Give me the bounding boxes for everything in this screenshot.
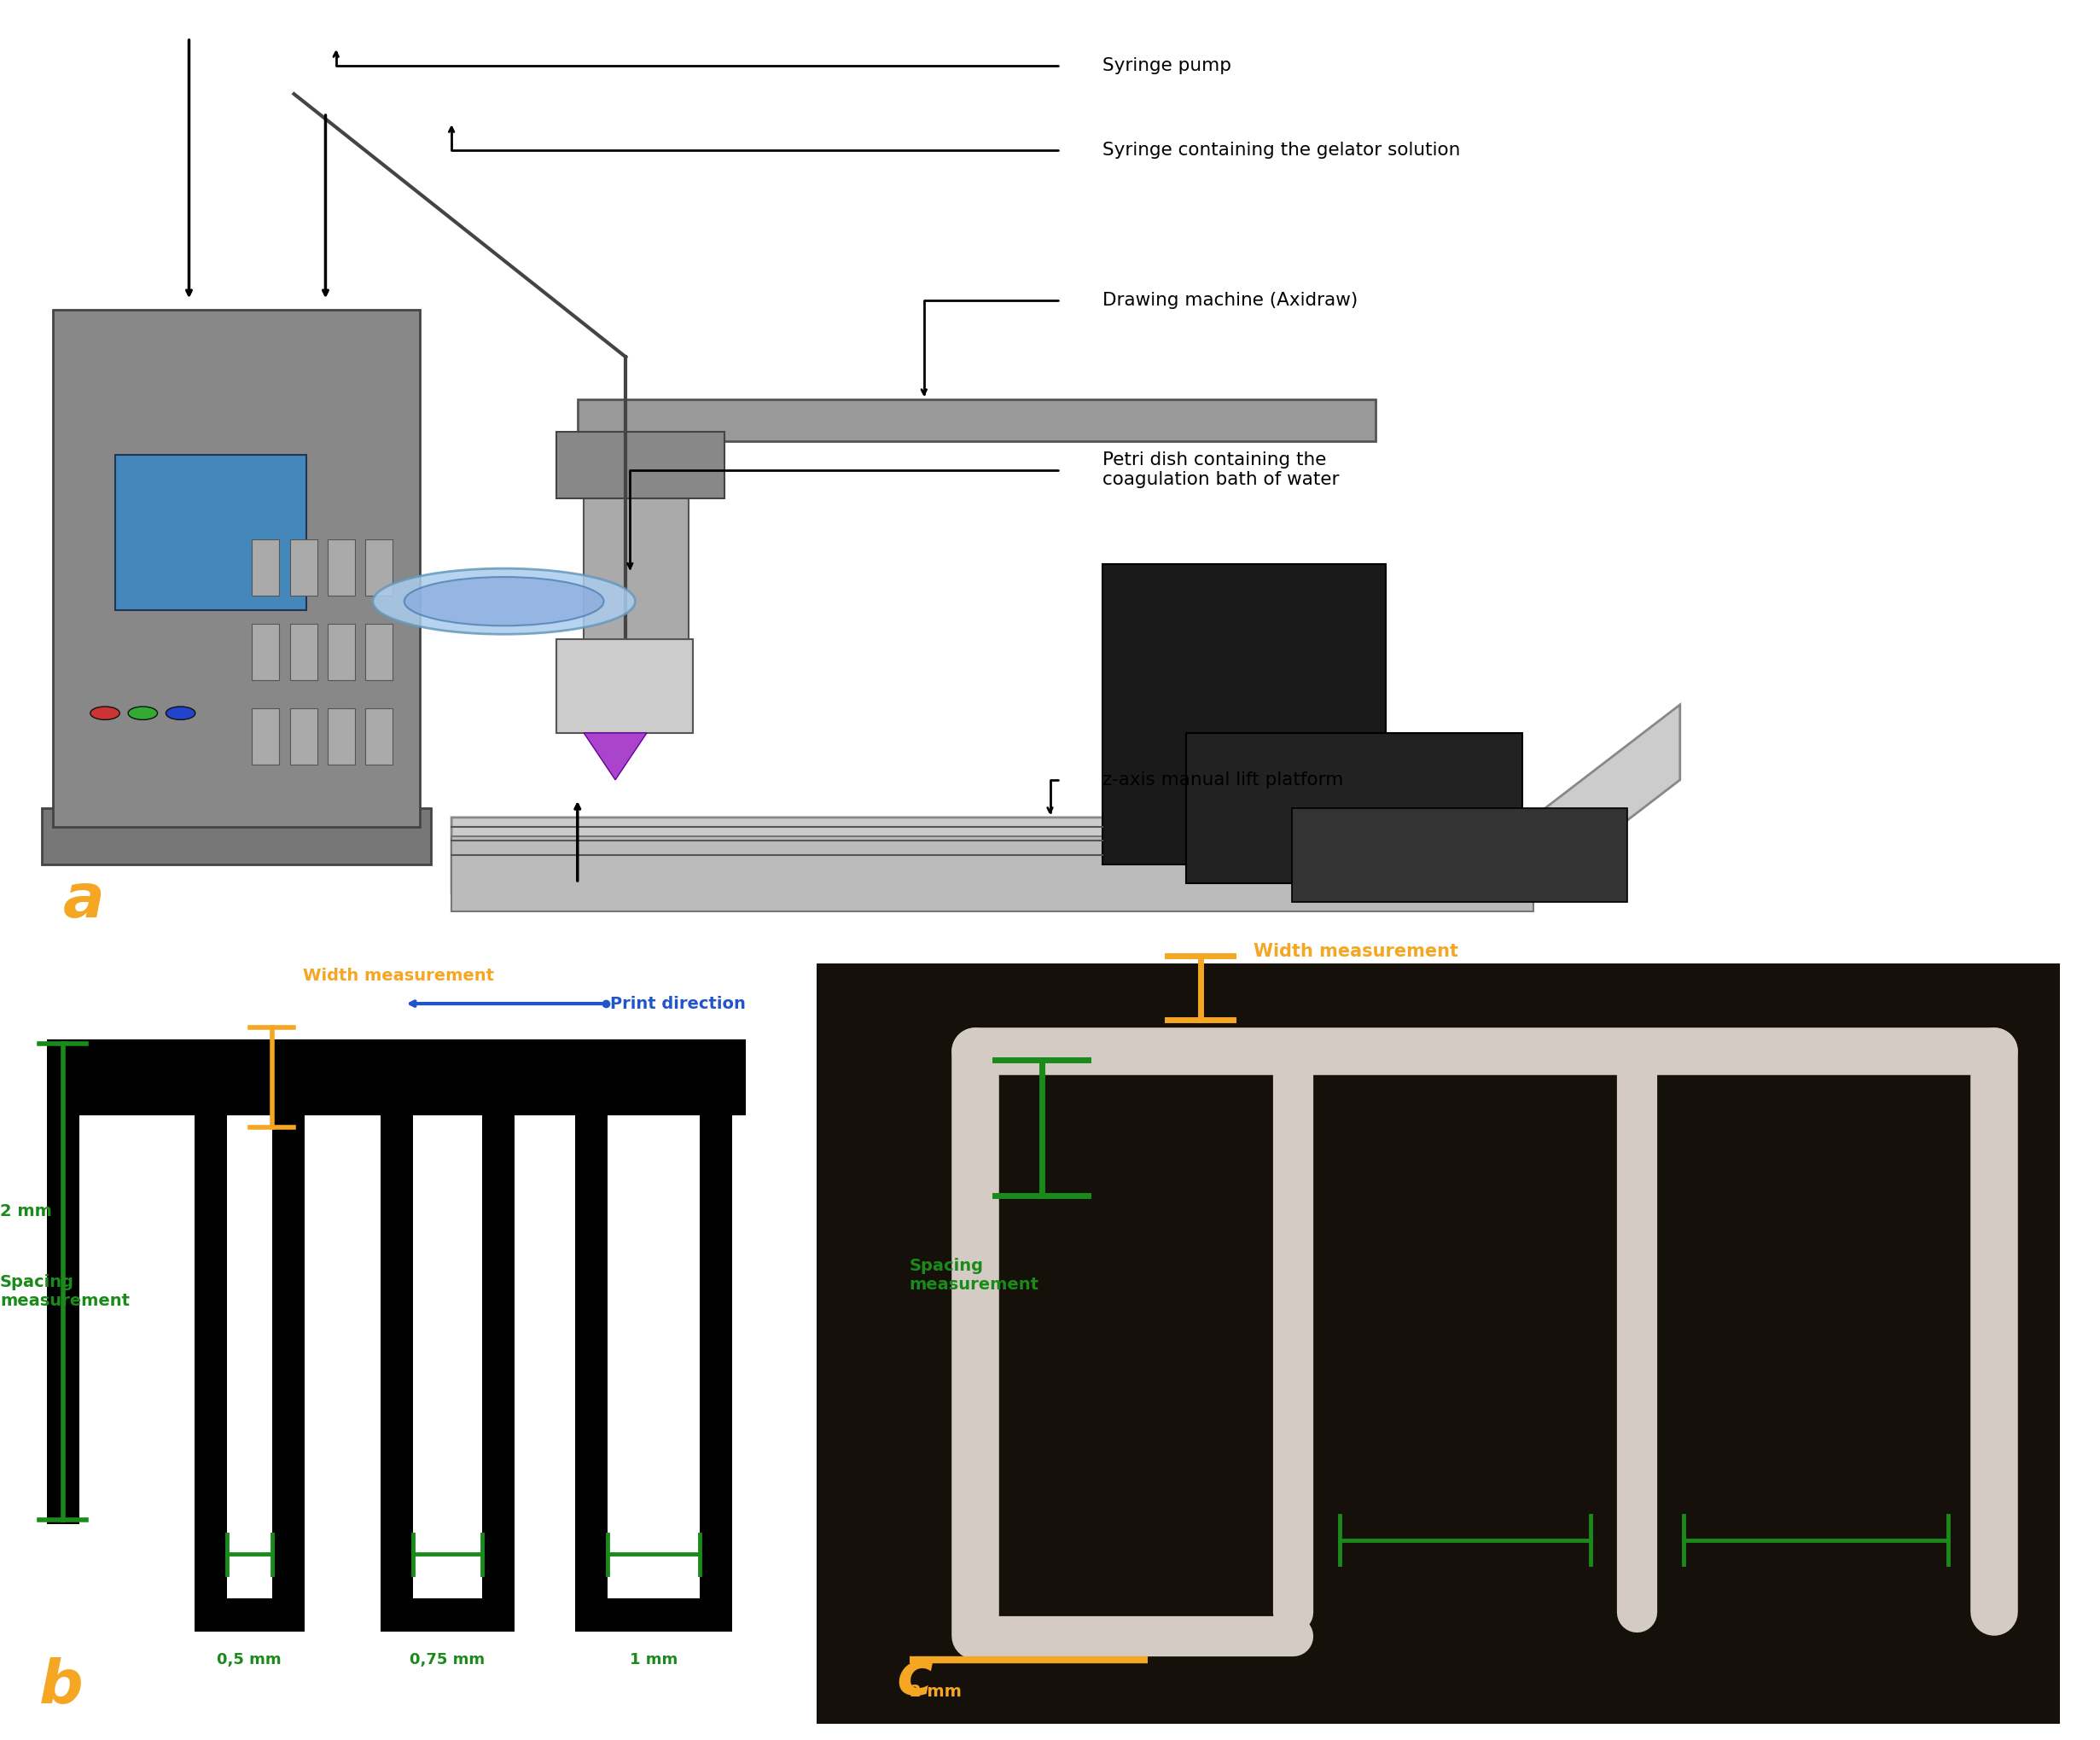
Text: 0,75 mm: 0,75 mm — [410, 1651, 485, 1667]
Bar — [699, 1115, 733, 1599]
FancyBboxPatch shape — [557, 639, 693, 733]
Ellipse shape — [403, 578, 605, 626]
FancyBboxPatch shape — [328, 539, 355, 595]
Text: Spacing
measurement: Spacing measurement — [0, 1274, 130, 1308]
Bar — [575, 1115, 607, 1599]
FancyBboxPatch shape — [452, 837, 1533, 912]
Bar — [481, 1115, 515, 1599]
Polygon shape — [1292, 807, 1628, 901]
Circle shape — [128, 706, 158, 720]
FancyBboxPatch shape — [584, 432, 689, 658]
Text: Width measurement: Width measurement — [1254, 943, 1457, 960]
Text: z-axis manual lift platform: z-axis manual lift platform — [1102, 771, 1344, 788]
Polygon shape — [1102, 564, 1386, 865]
Text: Width measurement: Width measurement — [302, 967, 493, 983]
FancyBboxPatch shape — [365, 708, 393, 766]
FancyBboxPatch shape — [252, 539, 279, 595]
Bar — [380, 1115, 414, 1599]
FancyBboxPatch shape — [290, 708, 317, 766]
Text: 1 mm: 1 mm — [630, 1651, 678, 1667]
FancyBboxPatch shape — [365, 539, 393, 595]
FancyBboxPatch shape — [290, 625, 317, 680]
Polygon shape — [452, 705, 1680, 893]
Text: 0,5 mm: 0,5 mm — [216, 1651, 281, 1667]
Circle shape — [90, 706, 120, 720]
Text: Petri dish containing the
coagulation bath of water: Petri dish containing the coagulation ba… — [1102, 451, 1340, 489]
Text: Syringe pump: Syringe pump — [1102, 57, 1231, 75]
Bar — [380, 1599, 514, 1632]
FancyBboxPatch shape — [328, 708, 355, 766]
Text: a: a — [63, 872, 105, 931]
Polygon shape — [584, 733, 647, 780]
FancyBboxPatch shape — [365, 625, 393, 680]
Bar — [46, 1115, 80, 1524]
Bar — [193, 1599, 305, 1632]
FancyBboxPatch shape — [252, 625, 279, 680]
Text: b: b — [38, 1656, 84, 1716]
Text: Spacing
measurement: Spacing measurement — [909, 1258, 1040, 1293]
FancyBboxPatch shape — [290, 539, 317, 595]
FancyBboxPatch shape — [53, 310, 420, 826]
Polygon shape — [1186, 733, 1522, 884]
Text: c: c — [897, 1650, 932, 1709]
FancyBboxPatch shape — [557, 432, 724, 498]
FancyBboxPatch shape — [578, 398, 1376, 442]
FancyBboxPatch shape — [328, 625, 355, 680]
Bar — [46, 1039, 746, 1115]
FancyBboxPatch shape — [252, 708, 279, 766]
Circle shape — [166, 706, 195, 720]
Bar — [193, 1115, 227, 1599]
Text: 2 mm: 2 mm — [0, 1204, 53, 1220]
FancyBboxPatch shape — [42, 807, 430, 865]
Text: Drawing machine (Axidraw): Drawing machine (Axidraw) — [1102, 292, 1359, 310]
Bar — [575, 1599, 733, 1632]
Text: Syringe containing the gelator solution: Syringe containing the gelator solution — [1102, 141, 1460, 158]
Text: Print direction: Print direction — [609, 995, 746, 1011]
FancyBboxPatch shape — [116, 454, 307, 609]
Bar — [273, 1115, 304, 1599]
Ellipse shape — [372, 569, 634, 633]
Text: 2 mm: 2 mm — [909, 1684, 962, 1700]
